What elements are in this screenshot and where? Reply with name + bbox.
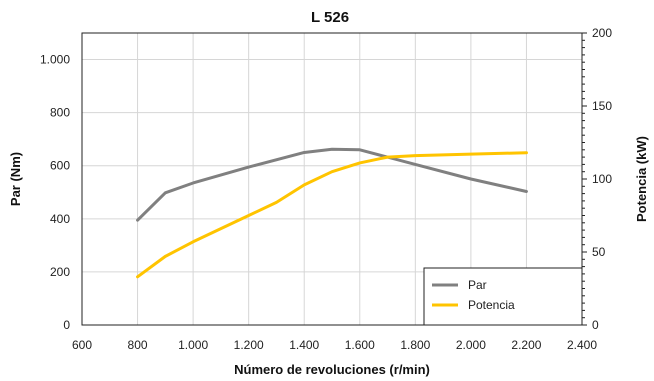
chart-title: L 526 bbox=[311, 9, 349, 26]
x-tick-label: 600 bbox=[72, 338, 92, 352]
y2-tick-label: 200 bbox=[592, 26, 612, 40]
y-tick-label: 1.000 bbox=[40, 53, 70, 67]
legend-label-potencia: Potencia bbox=[468, 298, 515, 312]
y2-tick-label: 50 bbox=[592, 245, 606, 259]
y-axis-label: Par (Nm) bbox=[8, 152, 23, 206]
y2-axis-label: Potencia (kW) bbox=[634, 136, 649, 222]
x-tick-label: 1.600 bbox=[345, 338, 375, 352]
y-tick-label: 200 bbox=[50, 265, 70, 279]
x-axis-label: Número de revoluciones (r/min) bbox=[234, 362, 430, 377]
y-tick-label: 400 bbox=[50, 212, 70, 226]
x-tick-label: 800 bbox=[128, 338, 148, 352]
x-tick-label: 1.200 bbox=[234, 338, 264, 352]
x-tick-label: 1.000 bbox=[178, 338, 208, 352]
y2-tick-label: 100 bbox=[592, 172, 612, 186]
y-tick-label: 0 bbox=[63, 318, 70, 332]
x-tick-label: 1.400 bbox=[289, 338, 319, 352]
x-tick-label: 2.000 bbox=[456, 338, 486, 352]
y2-tick-label: 150 bbox=[592, 99, 612, 113]
y2-tick-label: 0 bbox=[592, 318, 599, 332]
x-tick-label: 2.200 bbox=[511, 338, 541, 352]
series-line-potencia bbox=[136, 151, 528, 279]
legend: Par Potencia bbox=[423, 267, 583, 326]
grid-layer bbox=[82, 33, 582, 325]
legend-label-par: Par bbox=[468, 278, 487, 292]
y-tick-label: 800 bbox=[50, 106, 70, 120]
legend-box bbox=[423, 267, 583, 326]
series-line-par bbox=[136, 147, 528, 222]
x-tick-label: 1.800 bbox=[400, 338, 430, 352]
series-layer bbox=[136, 147, 528, 279]
x-tick-label: 2.400 bbox=[567, 338, 597, 352]
y-tick-label: 600 bbox=[50, 159, 70, 173]
axis-layer: 600 800 1.000 1.200 1.400 1.600 1.800 2.000 2.20… bbox=[40, 26, 612, 352]
